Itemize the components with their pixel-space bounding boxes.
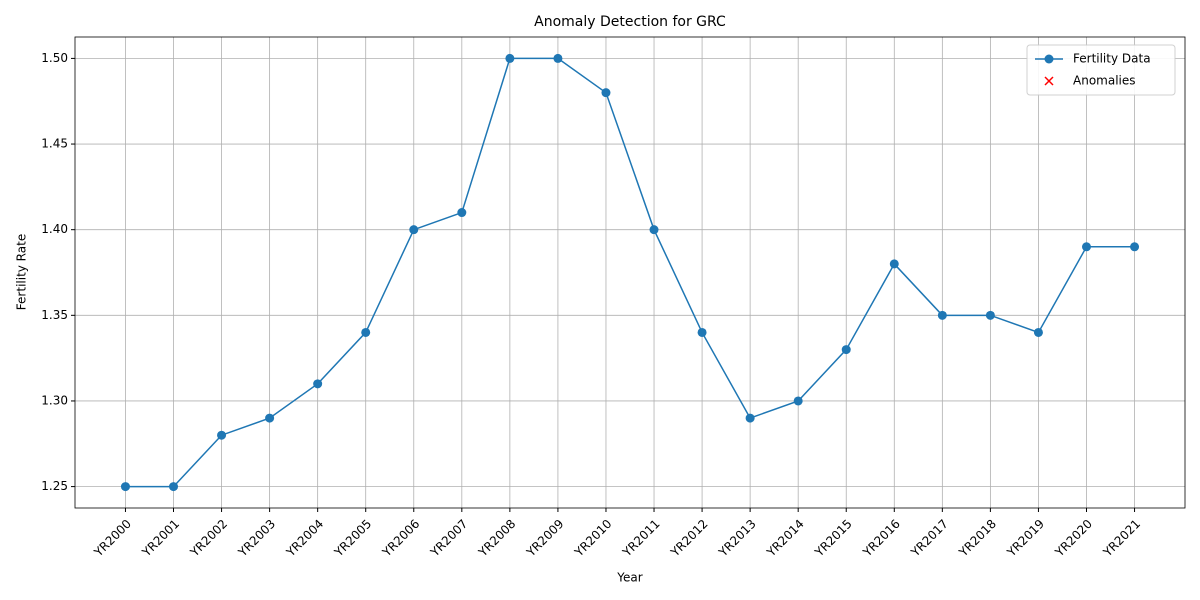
- point: [409, 225, 419, 235]
- point: [649, 225, 659, 235]
- legend-label: Fertility Data: [1073, 52, 1151, 66]
- marker-x: [1044, 76, 1054, 86]
- legend-box: [1026, 44, 1176, 96]
- line: [125, 57, 1135, 488]
- point: [505, 53, 515, 63]
- point: [841, 345, 851, 355]
- chart-title: Anomaly Detection for GRC: [534, 14, 726, 30]
- point: [793, 396, 803, 406]
- point: [120, 482, 130, 492]
- legend-label: Anomalies: [1073, 74, 1136, 88]
- y-tick-label: 1.40: [41, 222, 68, 236]
- point: [169, 482, 179, 492]
- point: [361, 327, 371, 337]
- point: [745, 413, 755, 423]
- y-axis-label: Fertility Rate: [15, 234, 29, 310]
- point: [1130, 242, 1140, 252]
- point: [985, 310, 995, 320]
- y-tick-label: 1.50: [41, 51, 68, 65]
- marker-x-stroke: [1044, 76, 1054, 86]
- point: [217, 430, 227, 440]
- y-tick-label: 1.45: [41, 137, 68, 151]
- point: [601, 88, 611, 98]
- y-tick-label: 1.30: [41, 393, 68, 407]
- point: [937, 310, 947, 320]
- point: [889, 259, 899, 269]
- y-tick-label: 1.25: [41, 479, 68, 493]
- point: [313, 379, 323, 389]
- y-tick-label: 1.35: [41, 308, 68, 322]
- plot-frame: [74, 36, 1186, 509]
- point: [553, 53, 563, 63]
- point: [1033, 327, 1043, 337]
- point: [457, 208, 467, 218]
- point: [1081, 242, 1091, 252]
- point: [697, 327, 707, 337]
- point: [1044, 54, 1054, 64]
- point: [265, 413, 275, 423]
- x-axis-label: Year: [616, 571, 642, 585]
